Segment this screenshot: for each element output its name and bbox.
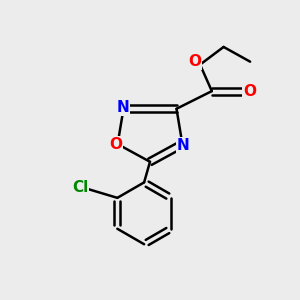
- Text: N: N: [116, 100, 129, 115]
- Text: O: O: [243, 84, 256, 99]
- Text: N: N: [177, 138, 189, 153]
- Text: O: O: [110, 137, 123, 152]
- Text: O: O: [188, 54, 201, 69]
- Text: Cl: Cl: [72, 180, 89, 195]
